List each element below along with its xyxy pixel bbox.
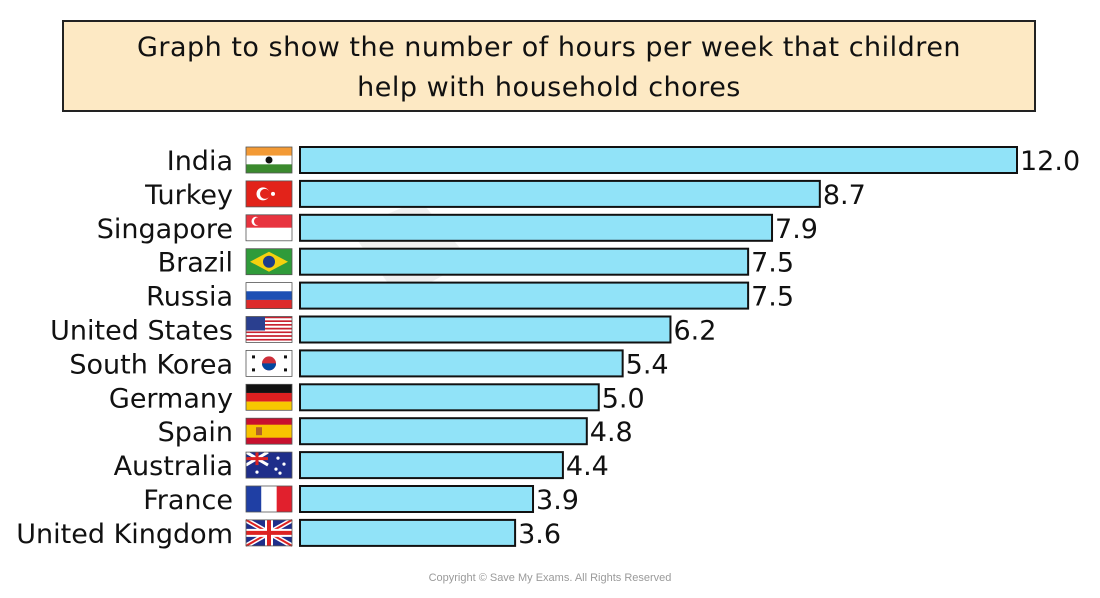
australia-flag-icon <box>245 450 293 479</box>
value-label-south-korea: 5.4 <box>626 349 669 380</box>
category-label-spain: Spain <box>158 417 233 448</box>
singapore-flag-icon <box>245 214 293 242</box>
bar-russia <box>299 281 750 310</box>
value-label-united-states: 6.2 <box>673 316 716 347</box>
category-label-turkey: Turkey <box>144 180 233 211</box>
turkey-flag-icon <box>245 180 293 208</box>
category-label-south-korea: South Korea <box>69 349 233 380</box>
united-kingdom-flag-icon <box>244 517 294 549</box>
value-label-united-kingdom: 3.6 <box>518 519 561 550</box>
value-label-russia: 7.5 <box>751 282 794 313</box>
bar-brazil <box>299 247 750 276</box>
category-label-india: India <box>167 146 233 177</box>
value-label-spain: 4.8 <box>590 417 633 448</box>
bar-spain <box>299 417 588 446</box>
value-label-germany: 5.0 <box>602 383 645 414</box>
bar-india <box>299 146 1018 174</box>
russia-flag-icon <box>245 282 293 310</box>
india-flag-icon <box>245 146 293 174</box>
bar-germany <box>299 383 600 412</box>
chart-title-line-1: Graph to show the number of hours per we… <box>136 32 962 63</box>
united-states-flag-icon <box>245 316 293 343</box>
category-label-brazil: Brazil <box>158 248 233 279</box>
bar-united-kingdom <box>299 518 517 547</box>
copyright-text: Copyright © Save My Exams. All Rights Re… <box>428 572 672 584</box>
value-label-brazil: 7.5 <box>751 248 794 279</box>
south-korea-flag-icon <box>245 349 293 377</box>
value-label-australia: 4.4 <box>566 451 609 482</box>
bar-australia <box>299 451 564 480</box>
bar-singapore <box>299 213 774 242</box>
chart-title-line-2: help with household chores <box>357 72 741 103</box>
category-label-singapore: Singapore <box>97 214 233 245</box>
category-label-france: France <box>143 485 233 516</box>
bar-turkey <box>299 179 821 208</box>
category-label-russia: Russia <box>146 282 233 313</box>
value-label-turkey: 8.7 <box>823 180 866 211</box>
brazil-flag-icon <box>245 248 293 276</box>
chart-title: Graph to show the number of hours per we… <box>62 20 1036 112</box>
bar-france <box>299 485 535 513</box>
category-label-australia: Australia <box>114 451 233 482</box>
bar-south-korea <box>299 349 624 378</box>
france-flag-icon <box>245 485 293 513</box>
germany-flag-icon <box>245 383 293 411</box>
bar-united-states <box>299 315 672 344</box>
category-label-germany: Germany <box>109 383 233 414</box>
bars-layer: India 12.0 Turkey 8.7 Singapore 7.9 Brazil 7.5 R… <box>16 146 1080 550</box>
value-label-france: 3.9 <box>536 485 579 516</box>
category-label-united-states: United States <box>50 316 233 347</box>
value-label-singapore: 7.9 <box>775 214 818 245</box>
category-label-united-kingdom: United Kingdom <box>16 519 233 550</box>
value-label-india: 12.0 <box>1020 146 1080 177</box>
spain-flag-icon <box>245 417 293 445</box>
